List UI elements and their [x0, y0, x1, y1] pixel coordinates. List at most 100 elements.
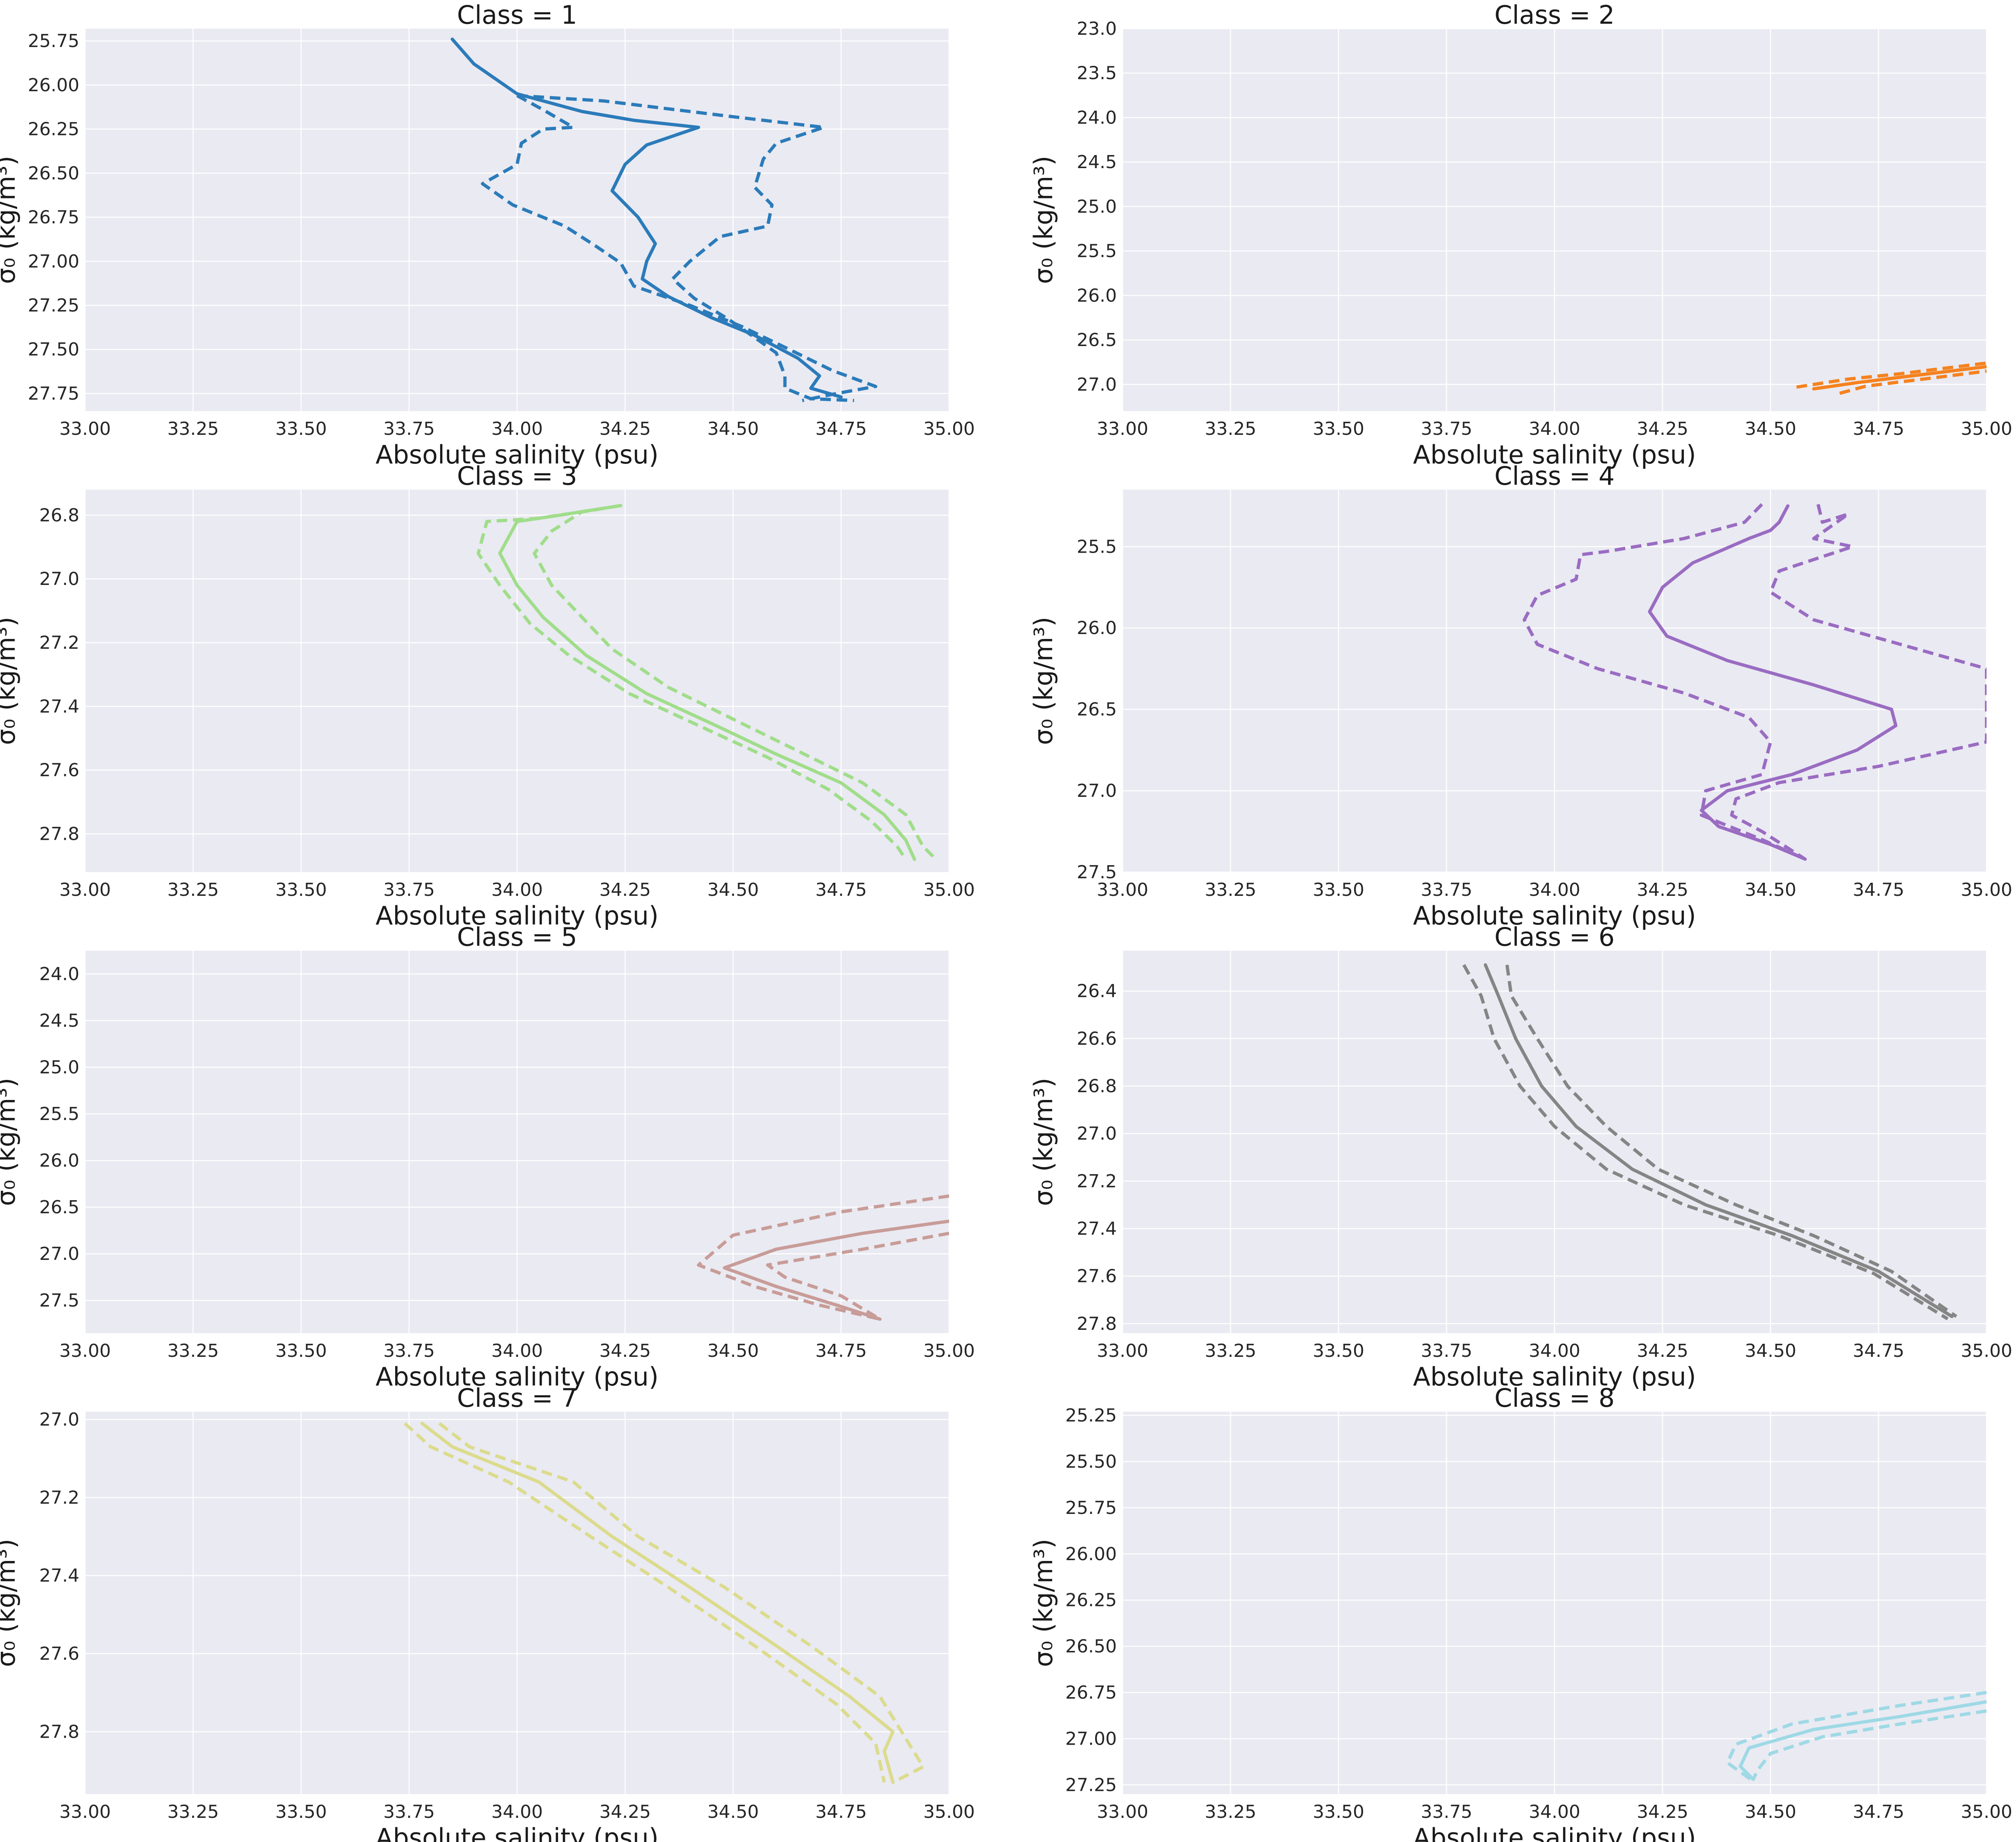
x-tick-label: 33.00	[59, 1802, 111, 1822]
y-tick-label: 26.0	[39, 1150, 79, 1171]
series-group	[1796, 361, 1987, 395]
y-axis-label: σ₀ (kg/m³)	[1028, 1539, 1058, 1667]
y-tick-label: 27.6	[39, 1644, 79, 1664]
series-line-solid	[722, 1219, 949, 1321]
y-tick-label: 27.25	[1065, 1775, 1117, 1795]
x-tick-label: 33.00	[59, 1340, 111, 1361]
chart-panel: 33.00 33.25 33.50 33.75 34.00 34.25 34.50 34.75…	[1028, 461, 2012, 931]
x-tick-label: 34.50	[1745, 1802, 1796, 1822]
y-tick-label: 27.8	[1077, 1313, 1117, 1334]
x-axis-label: Absolute salinity (psu)	[376, 440, 659, 470]
x-tick-label: 34.00	[1529, 1340, 1580, 1361]
x-axis-label: Absolute salinity (psu)	[1413, 1823, 1696, 1842]
x-axis-label: Absolute salinity (psu)	[376, 1823, 659, 1842]
series-group	[697, 1194, 949, 1321]
series-line-solid	[1739, 1700, 1987, 1781]
chart-title: Class = 8	[1494, 1383, 1615, 1413]
y-axis-label: σ₀ (kg/m³)	[1028, 156, 1058, 284]
x-tick-label: 33.00	[1097, 879, 1148, 900]
x-tick-label: 34.75	[815, 418, 867, 439]
x-tick-label: 33.50	[275, 1802, 327, 1822]
series-line-solid	[420, 1421, 895, 1784]
x-tick-label: 33.25	[1205, 879, 1256, 900]
series-group	[1726, 1691, 1987, 1783]
series-line-dashed	[403, 1422, 886, 1783]
x-tick-label: 33.00	[1097, 418, 1148, 439]
y-tick-label: 27.2	[39, 632, 79, 653]
y-tick-label: 27.75	[28, 383, 79, 404]
y-tick-label: 26.75	[1065, 1682, 1117, 1703]
y-axis-label: σ₀ (kg/m³)	[0, 617, 21, 745]
y-axis-label: σ₀ (kg/m³)	[0, 1539, 21, 1667]
y-tick-label: 27.25	[28, 295, 79, 316]
x-tick-label: 34.50	[707, 418, 759, 439]
x-tick-label: 33.25	[167, 1340, 219, 1361]
y-tick-label: 27.4	[39, 1565, 79, 1586]
x-tick-label: 34.75	[815, 1802, 867, 1822]
chart-title: Class = 7	[457, 1383, 577, 1413]
series-group	[403, 1421, 925, 1784]
x-tick-label: 35.00	[1961, 1802, 2012, 1822]
series-line-solid	[498, 504, 916, 861]
x-tick-label: 33.50	[1313, 1802, 1364, 1822]
y-tick-label: 25.5	[1077, 536, 1117, 557]
y-tick-label: 25.0	[1077, 196, 1117, 217]
x-tick-label: 33.75	[1421, 879, 1472, 900]
x-tick-label: 34.75	[815, 1340, 867, 1361]
y-tick-label: 27.6	[1077, 1266, 1117, 1287]
x-axis-label: Absolute salinity (psu)	[376, 1362, 659, 1392]
y-tick-label: 27.00	[1065, 1728, 1117, 1749]
y-tick-label: 26.5	[1077, 699, 1117, 720]
y-tick-label: 27.50	[28, 339, 79, 360]
y-tick-label: 27.4	[39, 696, 79, 717]
y-tick-label: 24.5	[39, 1010, 79, 1031]
y-tick-label: 25.5	[39, 1104, 79, 1125]
y-tick-label: 25.75	[28, 31, 79, 52]
y-tick-label: 24.0	[1077, 107, 1117, 128]
y-tick-label: 25.75	[1065, 1498, 1117, 1518]
series-line-dashed	[1796, 361, 1987, 389]
x-tick-label: 33.50	[1313, 418, 1364, 439]
x-tick-label: 35.00	[1961, 1340, 2012, 1361]
series-group	[450, 37, 878, 403]
x-tick-label: 34.00	[1529, 418, 1580, 439]
series-line-solid	[450, 37, 843, 399]
x-tick-label: 35.00	[923, 879, 975, 900]
y-tick-label: 25.50	[1065, 1451, 1117, 1472]
x-tick-label: 34.50	[707, 1340, 759, 1361]
series-line-solid	[1812, 365, 1987, 391]
x-tick-label: 34.75	[1853, 1802, 1904, 1822]
x-tick-label: 33.75	[1421, 418, 1472, 439]
y-tick-label: 26.50	[1065, 1636, 1117, 1657]
x-tick-label: 35.00	[923, 1340, 975, 1361]
x-tick-label: 33.25	[167, 418, 219, 439]
y-tick-label: 27.8	[39, 824, 79, 845]
x-tick-label: 34.50	[707, 1802, 759, 1822]
x-tick-label: 34.00	[491, 418, 543, 439]
series-line-dashed	[697, 1194, 949, 1321]
chart-panel: 33.00 33.25 33.50 33.75 34.00 34.25 34.50 34.75…	[1028, 922, 2012, 1392]
y-tick-label: 27.8	[39, 1721, 79, 1742]
x-tick-label: 33.25	[1205, 1802, 1256, 1822]
series-group	[477, 504, 938, 861]
series-line-dashed	[477, 504, 907, 861]
y-tick-label: 27.00	[28, 251, 79, 272]
y-tick-label: 26.4	[1077, 981, 1117, 1002]
x-tick-label: 34.25	[599, 418, 651, 439]
chart-title: Class = 3	[457, 461, 577, 491]
x-tick-label: 33.25	[167, 879, 219, 900]
x-tick-label: 35.00	[1961, 418, 2012, 439]
x-tick-label: 35.00	[1961, 879, 2012, 900]
y-tick-label: 26.6	[1077, 1028, 1117, 1049]
y-tick-label: 27.5	[1077, 862, 1117, 883]
y-tick-label: 27.0	[1077, 1123, 1117, 1144]
x-tick-label: 34.50	[1745, 418, 1796, 439]
y-tick-label: 26.0	[1077, 285, 1117, 306]
y-tick-label: 27.0	[39, 1244, 79, 1264]
x-tick-label: 33.50	[1313, 1340, 1364, 1361]
y-tick-label: 27.2	[1077, 1171, 1117, 1192]
series-line-dashed	[1839, 369, 1987, 395]
y-tick-label: 27.5	[39, 1290, 79, 1311]
x-tick-label: 33.75	[383, 879, 435, 900]
x-tick-label: 34.00	[491, 879, 543, 900]
